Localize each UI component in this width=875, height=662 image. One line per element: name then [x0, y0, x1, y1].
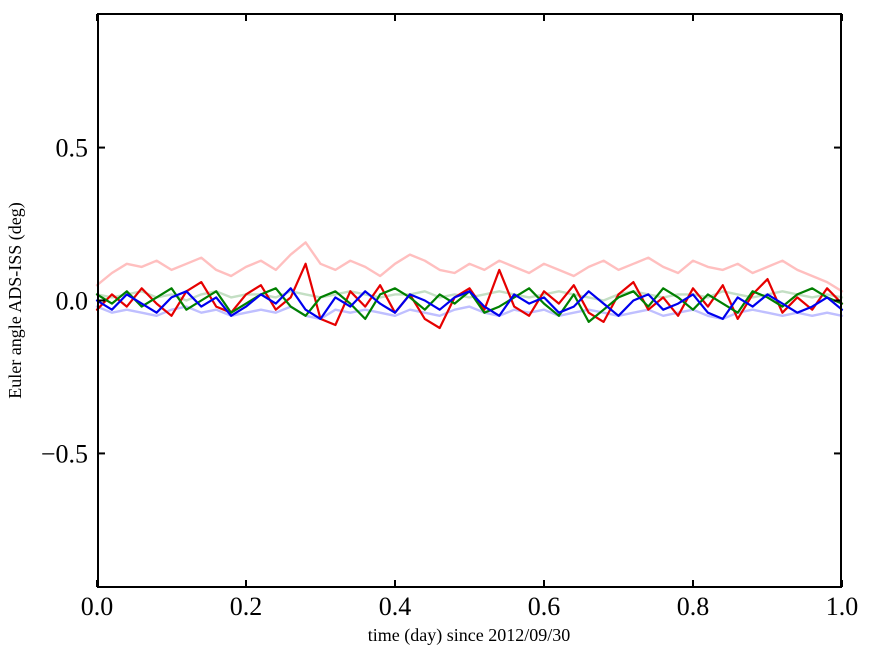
series-blue-line — [95, 287, 844, 320]
series-pale-pink-line — [95, 241, 844, 293]
axis-ticks — [96, 14, 843, 587]
x-tick-label: 1.0 — [826, 592, 859, 621]
x-axis-label: time (day) since 2012/09/30 — [368, 625, 570, 646]
y-tick-label: −0.5 — [41, 439, 88, 468]
x-tick-label: 0.0 — [81, 592, 114, 621]
x-tick-label: 0.2 — [230, 592, 263, 621]
series-lines — [95, 241, 844, 330]
y-axis-label: Euler angle ADS-ISS (deg) — [5, 202, 26, 398]
y-tick-label: 0.0 — [56, 287, 89, 316]
series-red-line — [95, 262, 844, 330]
y-tick-label: 0.5 — [56, 134, 89, 163]
x-tick-label: 0.8 — [677, 592, 710, 621]
x-tick-label: 0.4 — [379, 592, 412, 621]
x-tick-label: 0.6 — [528, 592, 561, 621]
tick-labels: 0.0 0.2 0.4 0.6 0.8 1.0 0.5 0.0 −0.5 — [41, 134, 858, 621]
